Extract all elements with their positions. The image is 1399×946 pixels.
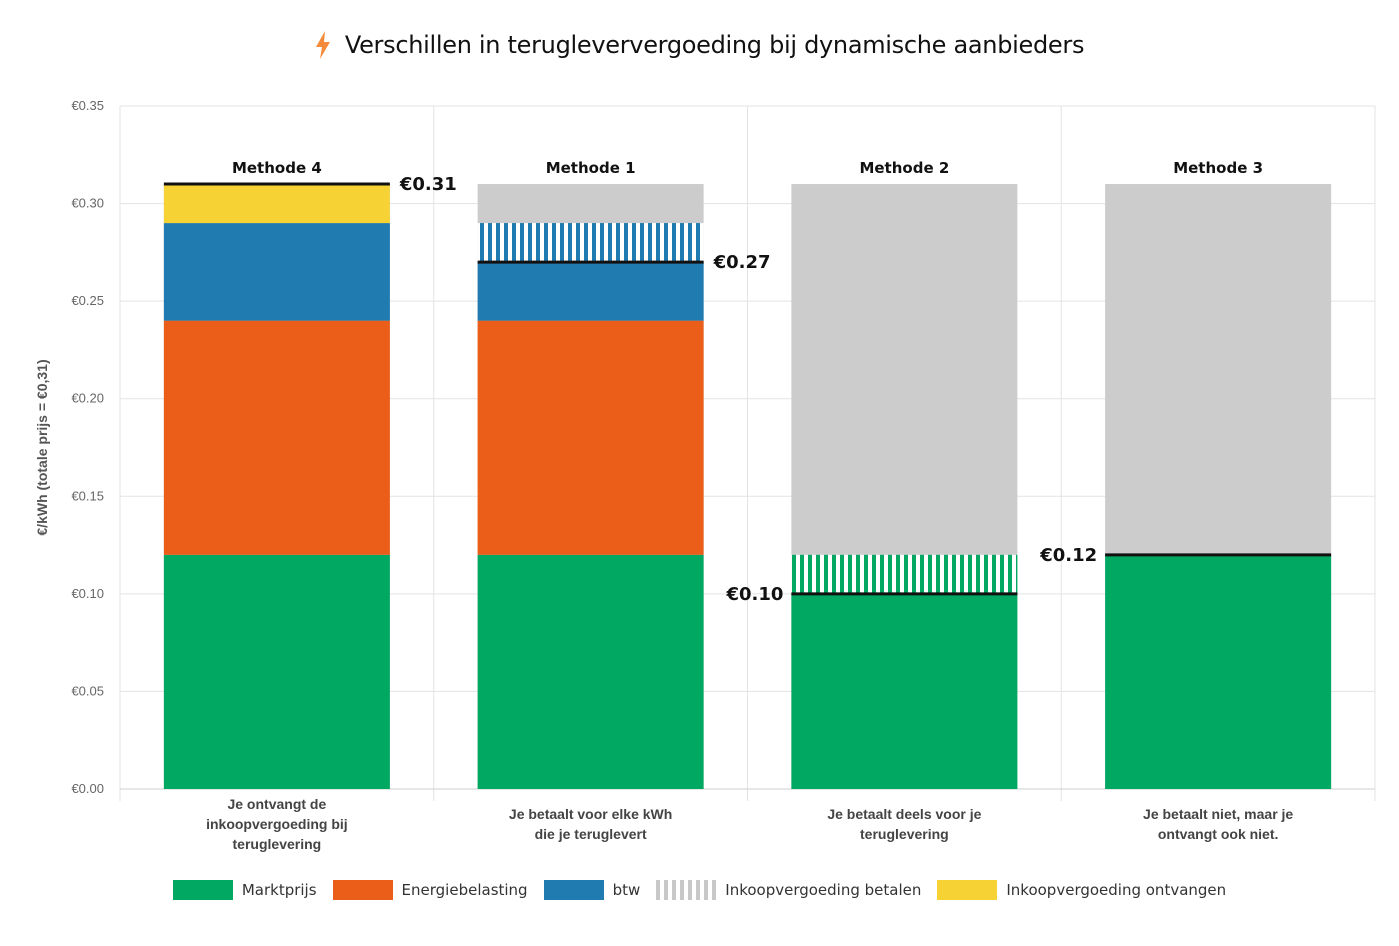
category-description: Je betaalt niet, maar je [1143,806,1293,822]
legend-label: Energiebelasting [401,881,528,899]
category-description: ontvangt ook niet. [1158,826,1279,842]
y-tick-label: €0.30 [71,196,104,211]
category-description: Je betaalt deels voor je [827,806,981,822]
bar-segment-marktprijs [1105,554,1332,789]
legend-swatch [172,880,233,900]
result-value-label: €0.27 [713,252,771,273]
legend-item-marktprijs: Marktprijs [172,880,317,900]
legend-swatch [332,880,393,900]
bar-segment-ontvangen [163,184,390,224]
category-label: Methode 4 [232,159,322,177]
y-tick-label: €0.15 [71,488,104,503]
y-tick-label: €0.35 [71,98,104,113]
bar-segment-energiebelasting [163,320,390,555]
result-value-label: €0.12 [1039,545,1097,566]
legend-swatch [656,880,717,900]
y-axis-label: €/kWh (totale prijs = €0,31) [34,359,50,535]
y-tick-label: €0.20 [71,391,104,406]
chart-legend: Marktprijs Energiebelasting btw Inkoopvergo… [0,880,1399,900]
lightning-bolt-icon [315,31,330,59]
legend-label: btw [612,881,641,899]
category-label: Methode 2 [859,159,949,177]
category-label: Methode 1 [546,159,636,177]
legend-label: Inkoopvergoeding ontvangen [1006,881,1227,899]
bar-segment-betalen [477,223,704,263]
legend-item-energiebelasting: Energiebelasting [332,880,528,900]
bar-segment-energiebelasting [477,320,704,555]
chart-title-text: Verschillen in terugleververgoeding bij … [344,31,1085,59]
category-description: teruglevering [233,836,322,852]
bar-segment-btw [163,223,390,321]
category-description: die je teruglevert [535,826,647,842]
bar-segment-betalen [791,554,1018,594]
bar-segment-marktprijs [477,554,704,789]
category-label: Methode 3 [1173,159,1263,177]
bar-segment-marktprijs [163,554,390,789]
legend-label: Inkoopvergoeding betalen [725,881,922,899]
legend-item-ontvangen: Inkoopvergoeding ontvangen [937,880,1226,900]
bar-segment-btw [477,262,704,321]
y-tick-label: €0.00 [71,781,104,796]
category-description: Je betaalt voor elke kWh [509,806,672,822]
chart-title: Verschillen in terugleververgoeding bij … [0,30,1399,59]
legend-swatch [937,880,998,900]
category-description: teruglevering [860,826,949,842]
y-tick-label: €0.10 [71,586,104,601]
legend-swatch [543,880,604,900]
legend-label: Marktprijs [241,881,317,899]
category-description: Je ontvangt de [227,796,326,812]
legend-item-btw: btw [543,880,641,900]
stacked-bar-chart: €0.00 €0.05 €0.10 €0.15 €0.20 €0.25 €0.30 €0.35… [34,98,1376,852]
category-description: inkoopvergoeding bij [206,816,348,832]
bar-segment-marktprijs [791,593,1018,789]
y-tick-label: €0.25 [71,293,104,308]
y-tick-label: €0.05 [71,683,104,698]
legend-item-betalen: Inkoopvergoeding betalen [656,880,921,900]
result-value-label: €0.31 [399,174,457,195]
result-value-label: €0.10 [725,584,783,605]
